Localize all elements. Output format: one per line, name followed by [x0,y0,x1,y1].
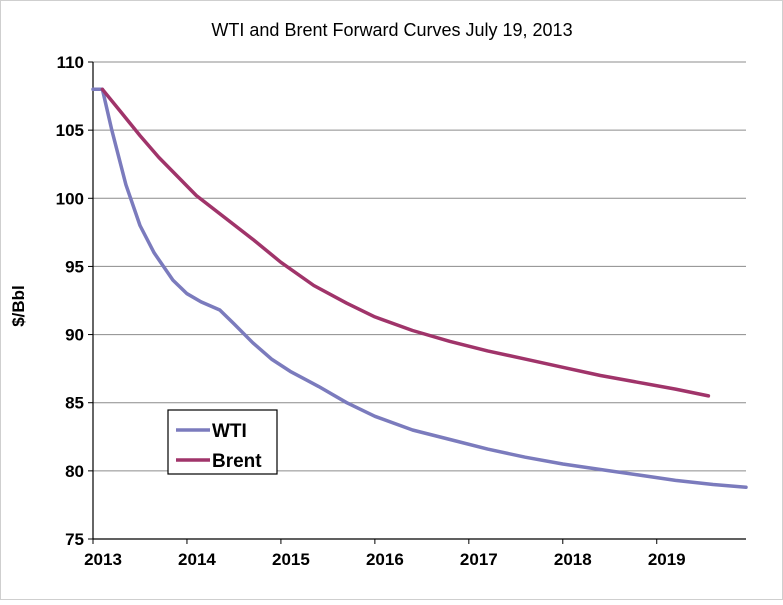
y-tick-label: 85 [65,394,84,413]
series-line-wti [91,87,748,489]
y-axis-ticks: 75 80 85 90 95 100 105 110 [56,53,93,549]
axes [92,62,746,540]
y-axis-label: $/Bbl [9,285,28,327]
x-tick-label: 2015 [272,550,310,569]
legend-box [167,409,278,475]
y-tick-label: 80 [65,462,84,481]
legend-label-brent: Brent [212,451,262,472]
series-layer [91,87,748,489]
y-tick-label: 90 [65,326,84,345]
x-tick-label: 2017 [460,550,498,569]
y-tick-label: 100 [56,189,84,208]
chart-title: WTI and Brent Forward Curves July 19, 20… [211,20,572,40]
legend: WTI Brent [167,409,278,475]
series-line-brent [100,87,711,398]
y-tick-label: 95 [65,257,84,276]
y-tick-label: 75 [65,530,84,549]
x-tick-label: 2018 [554,550,592,569]
x-tick-label: 2013 [84,550,122,569]
x-tick-label: 2019 [648,550,686,569]
legend-label-wti: WTI [212,421,247,442]
x-tick-label: 2014 [178,550,216,569]
y-tick-label: 105 [56,121,84,140]
x-tick-label: 2016 [366,550,404,569]
x-axis-ticks: 2013 2014 2015 2016 2017 2018 2019 [84,539,686,569]
y-tick-label: 110 [57,53,84,72]
